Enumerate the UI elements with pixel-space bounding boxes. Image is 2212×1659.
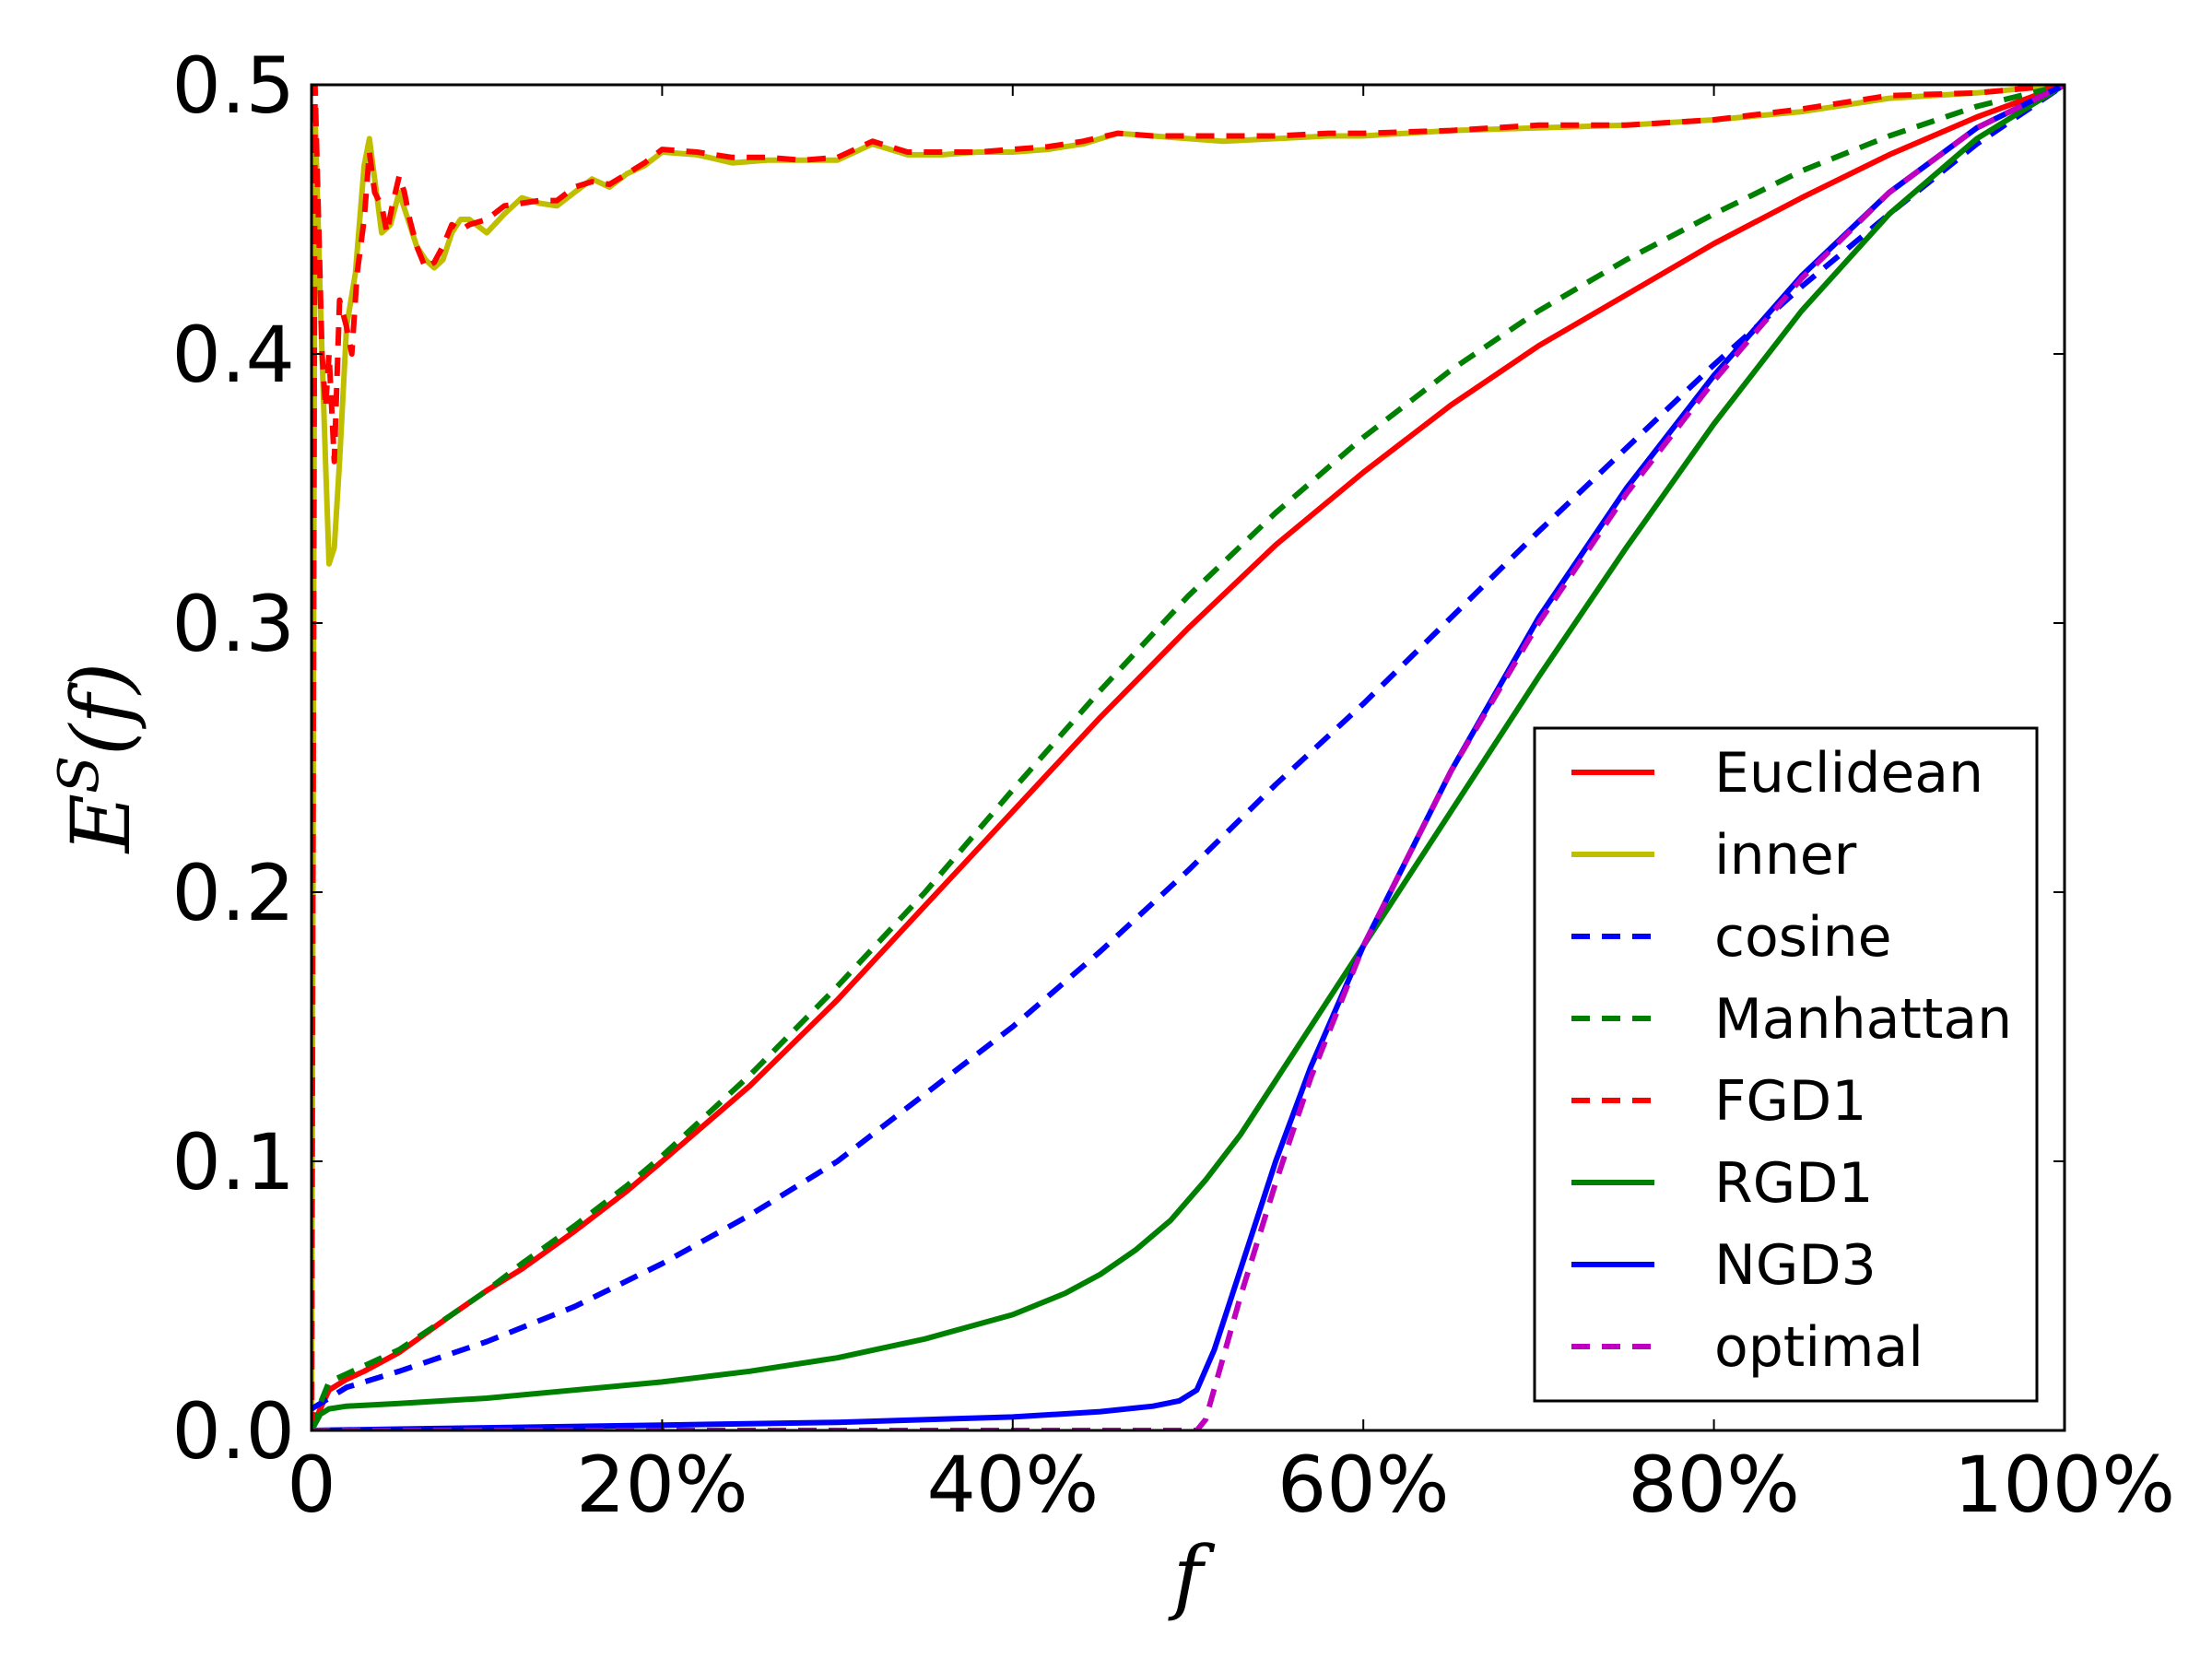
plot-frame [310, 83, 2066, 1432]
x-axis-title: f [1168, 1528, 1216, 1623]
x-tick-label: 80% [1628, 1440, 1800, 1530]
legend-label-inner: inner [1714, 823, 1857, 888]
x-tick-label: 60% [1277, 1440, 1450, 1530]
series-line-rgd1 [312, 85, 2065, 1430]
x-tick-label: 40% [926, 1440, 1099, 1530]
y-axis-title-arg: (f) [53, 663, 148, 756]
y-tick-label: 0.1 [171, 1117, 295, 1207]
x-tick-label: 0 [287, 1440, 335, 1530]
legend-box [1533, 726, 2039, 1403]
series-line-manhattan [312, 85, 2065, 1430]
series-layer [312, 85, 2065, 1430]
series-line-euclidean [312, 85, 2065, 1430]
legend-label-optimal: optimal [1714, 1315, 1924, 1380]
legend: Euclidean inner cosine Manhattan FGD1 RGD1 NGD… [1533, 726, 2039, 1403]
series-line-fgd1 [312, 85, 2065, 1430]
y-tick-label: 0.4 [171, 310, 295, 400]
y-tick-label: 0.0 [171, 1386, 295, 1477]
y-tick-label: 0.3 [171, 579, 295, 669]
series-line-optimal [312, 85, 2065, 1430]
legend-label-ngd3: NGD3 [1714, 1233, 1877, 1298]
y-tick-label: 0.5 [171, 41, 295, 131]
legend-label-euclidean: Euclidean [1714, 741, 1983, 806]
legend-label-cosine: cosine [1714, 905, 1892, 970]
y-tick-label: 0.2 [171, 848, 295, 938]
legend-label-fgd1: FGD1 [1714, 1069, 1866, 1134]
series-line-ngd3 [312, 85, 2065, 1430]
series-line-inner [312, 85, 2065, 1430]
x-tick-label: 100% [1954, 1440, 2175, 1530]
legend-label-rgd1: RGD1 [1714, 1151, 1874, 1216]
y-axis-title: ES(f) [47, 663, 148, 855]
legend-label-manhattan: Manhattan [1714, 987, 2012, 1052]
y-axis-title-superscript: S [47, 756, 112, 794]
x-tick-label: 20% [576, 1440, 748, 1530]
tick-layer: 0 20% 40% 60% 80% 100% 0.0 0.1 0.2 0.3 0.4 0.5 [171, 41, 2175, 1530]
y-axis-title-base: E [53, 794, 148, 854]
